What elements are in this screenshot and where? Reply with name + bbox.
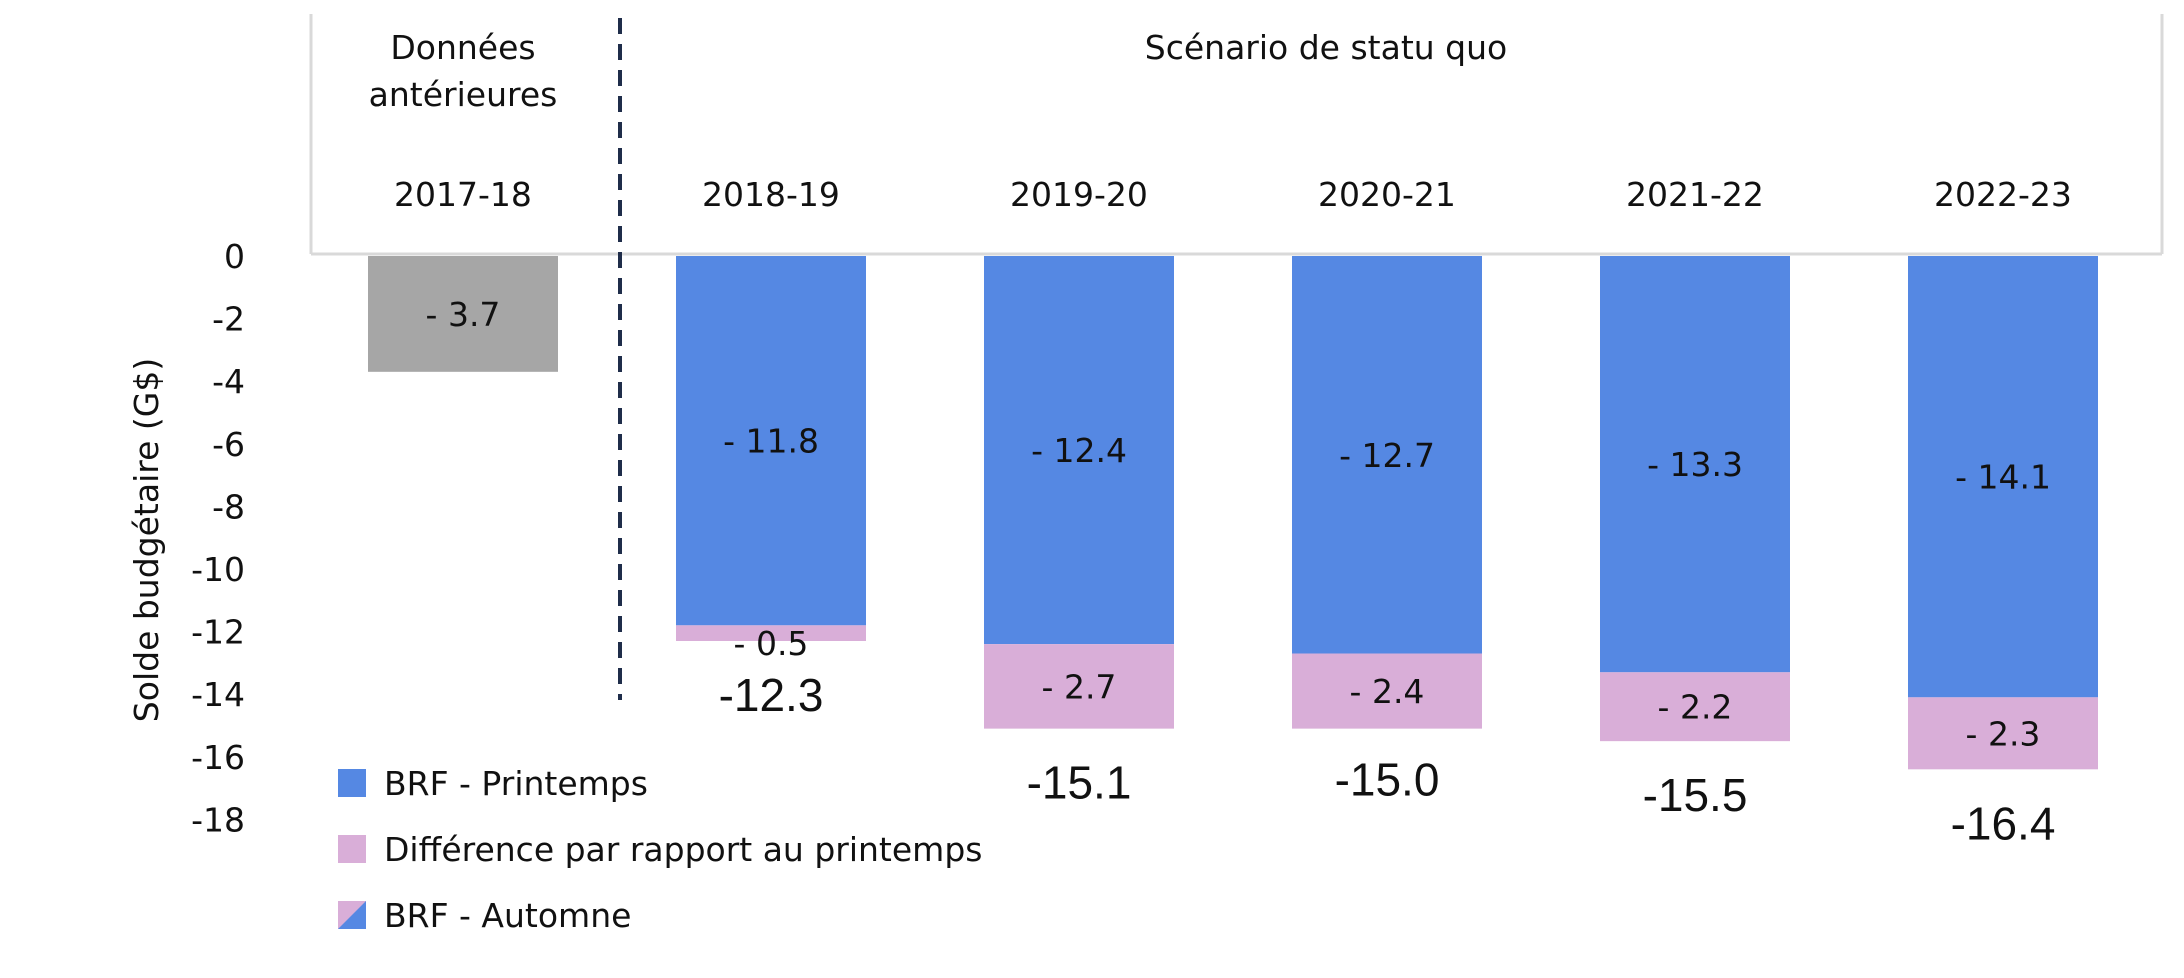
legend-label-difference: Différence par rapport au printemps [384,829,983,869]
y-tick-label: 0 [224,237,245,276]
y-tick-label: -10 [191,550,245,589]
bars [368,256,2098,770]
bar-label-spring: - 12.7 [1339,436,1435,475]
bar-label-difference: - 2.3 [1966,714,2041,753]
x-tick-label: 2022-23 [1934,175,2072,214]
bar-label-spring: - 12.4 [1031,431,1127,470]
bar-labels: - 3.7 - 11.8 - 0.5 - 12.4 - 2.7 - 12.7 - 2.4 - … [426,295,2051,753]
total-label: -15.0 [1335,754,1440,806]
split-blue-pink-square-icon [338,901,366,929]
total-label: -15.5 [1643,769,1748,821]
bar-label-spring: - 11.8 [723,422,819,461]
y-tick-label: -4 [212,362,245,401]
x-tick-label: 2018-19 [702,175,840,214]
legend-item-autumn: BRF - Automne [338,882,982,948]
bar-label-historical: - 3.7 [426,295,501,334]
legend-label-spring: BRF - Printemps [384,763,648,803]
blue-square-icon [338,769,366,797]
bar-spring [984,256,1174,645]
x-tick-label: 2020-21 [1318,175,1456,214]
bar-spring [1292,256,1482,654]
bar-label-spring: - 13.3 [1647,445,1743,484]
bar-spring [1600,256,1790,673]
y-tick-label: -16 [191,738,245,777]
bar-label-spring: - 14.1 [1955,458,2051,497]
bar-spring [1908,256,2098,698]
y-tick-label: -8 [212,487,245,526]
total-label: -15.1 [1027,757,1132,809]
pink-square-icon [338,835,366,863]
chart-header: Données antérieures Scénario de statu qu… [309,14,2164,256]
y-tick-label: -6 [212,425,245,464]
y-axis-title: Solde budgétaire (G$) [127,358,166,722]
x-tick-label: 2019-20 [1010,175,1148,214]
x-tick-label: 2021-22 [1626,175,1764,214]
legend-label-autumn: BRF - Automne [384,895,632,935]
y-tick-label: -18 [191,800,245,839]
historical-group-label-line1: Données [390,28,535,67]
historical-group-label-line2: antérieures [369,75,558,114]
x-axis-labels: 2017-18 2018-19 2019-20 2020-21 2021-22 2022-… [394,175,2072,214]
legend-item-spring: BRF - Printemps [338,750,982,816]
bar-difference [1292,653,1482,729]
bar-difference [676,625,866,641]
bar-label-difference: - 2.7 [1042,667,1117,706]
legend-item-difference: Différence par rapport au printemps [338,816,982,882]
bar-historical [368,256,558,372]
total-label: -16.4 [1951,797,2056,849]
y-tick-label: -14 [191,675,245,714]
bar-difference [1908,697,2098,770]
bar-spring [676,256,866,626]
y-tick-label: -12 [191,613,245,652]
total-label: -12.3 [719,669,824,721]
legend: BRF - Printemps Différence par rapport a… [338,750,982,948]
bar-label-difference: - 2.4 [1350,672,1425,711]
y-axis-ticks: 0 -2 -4 -6 -8 -10 -12 -14 -16 -18 [191,237,245,839]
total-labels: -12.3 -15.1 -15.0 -15.5 -16.4 [719,669,2056,849]
bar-difference [984,644,1174,729]
bar-difference [1600,672,1790,742]
bar-label-difference: - 0.5 [734,624,809,663]
x-tick-label: 2017-18 [394,175,532,214]
bar-label-difference: - 2.2 [1658,688,1733,727]
y-tick-label: -2 [212,300,245,339]
scenario-group-label: Scénario de statu quo [1145,28,1507,67]
